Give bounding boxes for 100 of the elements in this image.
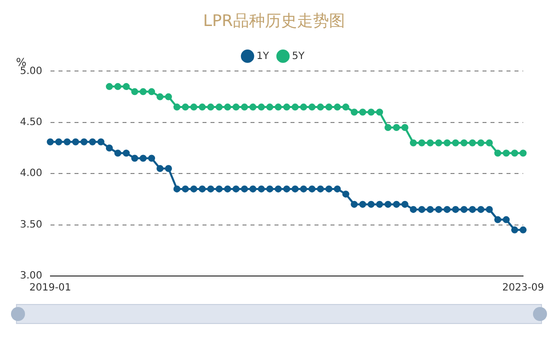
- point: [502, 216, 510, 224]
- point: [173, 104, 180, 111]
- point: [164, 93, 172, 100]
- point: [122, 150, 130, 157]
- point: [359, 108, 366, 116]
- legend-label: 5Y: [292, 50, 306, 62]
- point: [452, 206, 460, 213]
- point: [97, 138, 104, 146]
- point: [182, 185, 189, 192]
- point: [198, 104, 206, 111]
- point: [131, 88, 138, 96]
- point: [240, 185, 248, 192]
- point: [435, 206, 442, 213]
- point: [292, 185, 299, 192]
- point: [258, 185, 265, 192]
- point: [316, 185, 324, 192]
- point: [182, 104, 189, 111]
- point: [368, 200, 375, 208]
- point: [216, 185, 223, 192]
- point: [198, 185, 206, 192]
- point: [156, 93, 164, 100]
- point: [114, 150, 122, 157]
- point: [292, 104, 299, 111]
- point: [486, 139, 493, 146]
- y-tick-label: 4.50: [20, 116, 42, 128]
- point: [494, 216, 502, 224]
- point: [308, 185, 316, 192]
- point: [46, 138, 54, 146]
- point: [232, 104, 240, 111]
- point: [232, 185, 240, 192]
- point: [131, 154, 138, 162]
- point: [300, 104, 308, 111]
- point: [122, 83, 130, 90]
- point: [401, 200, 408, 208]
- point: [418, 206, 426, 213]
- point: [477, 139, 484, 146]
- point: [316, 104, 324, 111]
- point: [114, 83, 122, 90]
- point: [511, 226, 518, 234]
- point: [410, 139, 417, 146]
- point: [325, 185, 332, 192]
- point: [384, 124, 392, 132]
- point: [435, 139, 442, 146]
- point: [258, 104, 265, 111]
- point: [392, 124, 400, 132]
- point: [520, 226, 527, 234]
- point: [418, 139, 426, 146]
- point: [283, 185, 290, 192]
- point: [486, 206, 493, 213]
- point: [444, 139, 451, 146]
- point: [460, 206, 468, 213]
- y-tick-label: 4.00: [20, 168, 42, 180]
- point: [410, 206, 417, 213]
- point: [477, 206, 484, 213]
- legend-label: 1Y: [256, 50, 270, 62]
- point: [88, 138, 96, 146]
- point: [502, 150, 510, 157]
- point: [266, 104, 274, 111]
- point: [308, 104, 316, 111]
- point: [342, 104, 350, 111]
- point: [249, 104, 256, 111]
- point: [140, 88, 147, 96]
- point: [452, 139, 460, 146]
- point: [392, 200, 400, 208]
- point: [80, 138, 88, 146]
- point: [426, 139, 434, 146]
- point: [468, 206, 476, 213]
- point: [173, 185, 180, 192]
- point: [207, 185, 214, 192]
- point: [468, 139, 476, 146]
- point: [72, 138, 80, 146]
- point: [274, 185, 282, 192]
- point: [350, 200, 358, 208]
- y-tick-label: 3.00: [20, 270, 42, 282]
- point: [55, 138, 62, 146]
- point: [444, 206, 451, 213]
- point: [359, 200, 366, 208]
- point: [156, 164, 164, 172]
- point: [350, 108, 358, 116]
- point: [334, 185, 341, 192]
- point: [207, 104, 214, 111]
- point: [376, 108, 384, 116]
- point: [190, 104, 198, 111]
- point: [148, 88, 156, 96]
- point: [401, 124, 408, 132]
- point: [216, 104, 223, 111]
- point: [520, 150, 527, 157]
- point: [283, 104, 290, 111]
- point: [240, 104, 248, 111]
- point: [266, 185, 274, 192]
- point: [274, 104, 282, 111]
- point: [511, 150, 518, 157]
- point: [224, 104, 232, 111]
- point: [334, 104, 341, 111]
- point: [300, 185, 308, 192]
- x-tick-label: 2023-09: [502, 282, 544, 294]
- y-tick-label: 3.50: [20, 219, 42, 230]
- point: [376, 200, 384, 208]
- point: [384, 200, 392, 208]
- point: [190, 185, 198, 192]
